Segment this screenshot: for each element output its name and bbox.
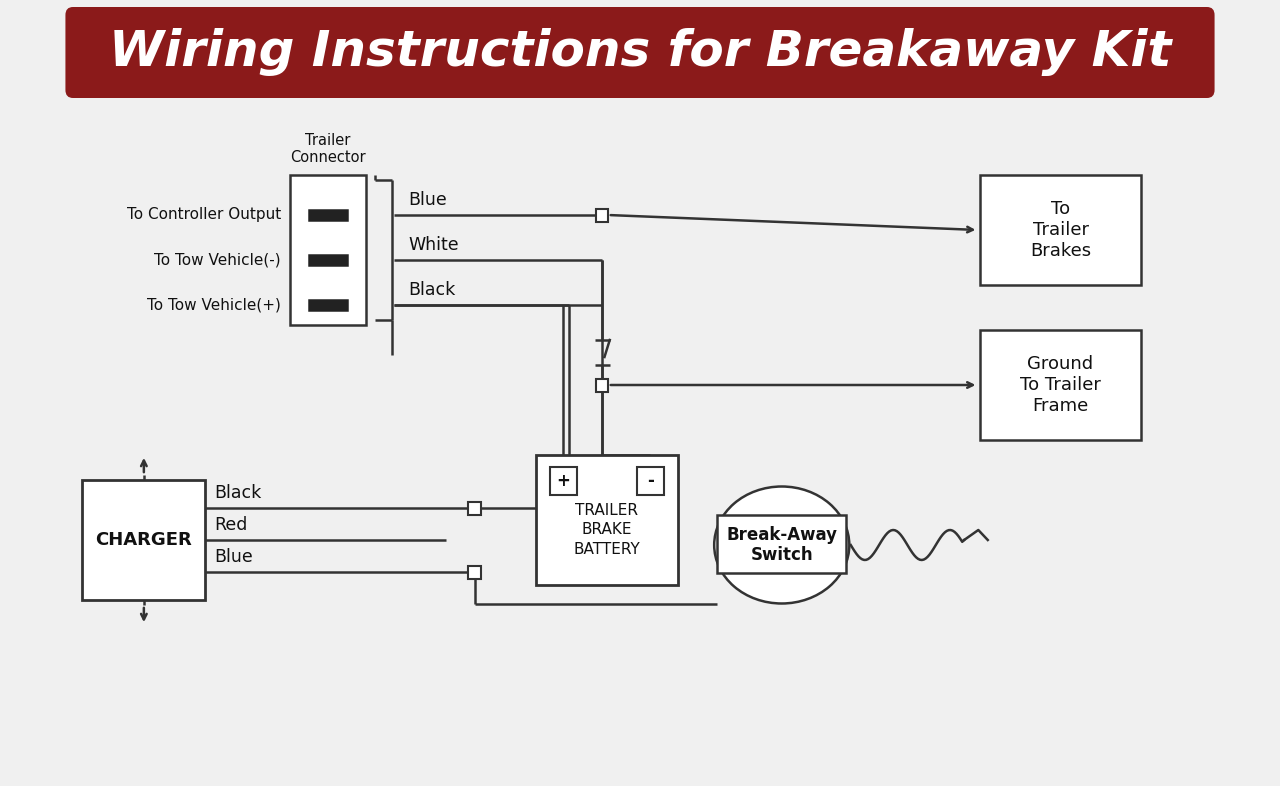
- Text: Black: Black: [215, 484, 262, 502]
- FancyBboxPatch shape: [718, 515, 846, 573]
- Bar: [468, 501, 481, 515]
- Text: Blue: Blue: [408, 191, 447, 209]
- FancyBboxPatch shape: [82, 480, 205, 600]
- FancyBboxPatch shape: [536, 455, 678, 585]
- FancyBboxPatch shape: [310, 300, 347, 310]
- Text: Ground
To Trailer
Frame: Ground To Trailer Frame: [1020, 355, 1101, 415]
- Text: +: +: [557, 472, 571, 490]
- Text: TRAILER
BRAKE
BATTERY: TRAILER BRAKE BATTERY: [573, 503, 640, 557]
- FancyBboxPatch shape: [980, 175, 1140, 285]
- FancyBboxPatch shape: [310, 210, 347, 220]
- Text: To Tow Vehicle(-): To Tow Vehicle(-): [155, 252, 280, 267]
- Bar: [596, 208, 608, 222]
- Text: Red: Red: [215, 516, 248, 534]
- FancyBboxPatch shape: [291, 175, 366, 325]
- FancyBboxPatch shape: [980, 330, 1140, 440]
- Text: Black: Black: [408, 281, 456, 299]
- Text: Break-Away
Switch: Break-Away Switch: [726, 526, 837, 564]
- FancyBboxPatch shape: [310, 255, 347, 265]
- Text: Wiring Instructions for Breakaway Kit: Wiring Instructions for Breakaway Kit: [109, 28, 1171, 76]
- Text: To
Trailer
Brakes: To Trailer Brakes: [1030, 200, 1091, 260]
- Bar: [468, 565, 481, 578]
- Text: Trailer
Connector: Trailer Connector: [291, 133, 366, 165]
- Text: To Tow Vehicle(+): To Tow Vehicle(+): [147, 297, 280, 313]
- Bar: [596, 379, 608, 391]
- Text: CHARGER: CHARGER: [96, 531, 192, 549]
- Text: -: -: [646, 472, 654, 490]
- Ellipse shape: [714, 487, 850, 604]
- FancyBboxPatch shape: [637, 467, 663, 495]
- Text: Blue: Blue: [215, 548, 253, 566]
- Text: White: White: [408, 236, 460, 254]
- FancyBboxPatch shape: [550, 467, 577, 495]
- FancyBboxPatch shape: [65, 7, 1215, 98]
- Text: To Controller Output: To Controller Output: [127, 208, 280, 222]
